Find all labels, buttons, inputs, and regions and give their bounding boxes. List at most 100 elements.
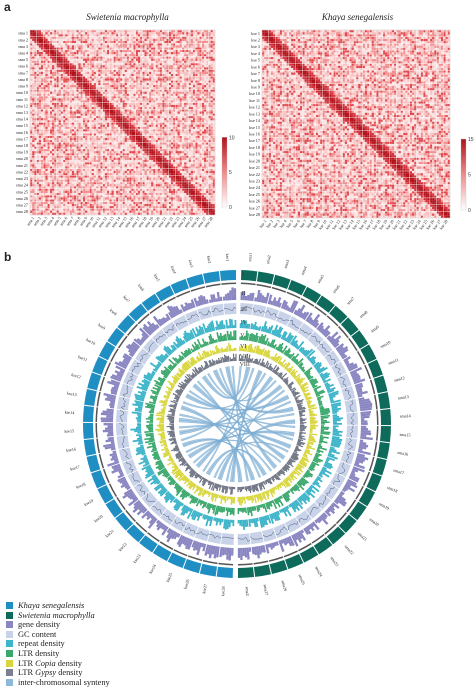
heatmap-cell (30, 131, 33, 134)
heatmap-cell (54, 67, 57, 70)
heatmap-cell (47, 56, 50, 59)
heatmap-cell (85, 133, 88, 136)
heatmap-cell (58, 155, 61, 158)
heatmap-cell (184, 155, 187, 158)
heatmap-cell (60, 115, 64, 119)
heatmap-cell (89, 177, 92, 180)
heatmap-cell (184, 63, 187, 66)
heatmap-cell (184, 184, 187, 187)
heatmap-cell (60, 58, 64, 61)
heatmap-cell (186, 133, 189, 136)
heatmap-cell (175, 89, 178, 92)
heatmap-cell (157, 32, 160, 35)
heatmap-cell (168, 129, 171, 132)
heatmap-cell (201, 107, 204, 110)
heatmap-cell (85, 32, 88, 35)
heatmap-cell (124, 190, 127, 193)
heatmap-cell (133, 122, 136, 125)
heatmap-cell (118, 45, 121, 48)
heatmap-cell (195, 137, 198, 141)
heatmap-cell (135, 76, 138, 79)
heatmap-cell (107, 151, 110, 154)
heatmap-cell (107, 175, 110, 178)
heatmap-cell (137, 96, 141, 99)
heatmap-cell (113, 118, 116, 121)
heatmap-cell (131, 197, 134, 200)
heatmap-cell (201, 126, 204, 130)
heatmap-cell (85, 85, 88, 88)
heatmap-cell (190, 34, 193, 37)
heatmap-cell (67, 102, 70, 105)
heatmap-cell (60, 162, 64, 165)
heatmap-cell (54, 102, 57, 105)
heatmap-cell (100, 157, 103, 160)
heatmap-cell (166, 63, 169, 66)
heatmap-cell (36, 142, 39, 145)
heatmap-cell (67, 54, 70, 57)
heatmap-cell (109, 30, 112, 33)
heatmap-cell (47, 69, 50, 72)
heatmap-cell (175, 52, 178, 55)
heatmap-cell (137, 201, 141, 204)
heatmap-cell (115, 89, 119, 92)
heatmap-cell (36, 30, 39, 33)
heatmap-cell (93, 197, 97, 200)
heatmap-cell (197, 208, 200, 211)
heatmap-cell (184, 166, 187, 169)
heatmap-cell (131, 115, 134, 119)
heatmap-cell (43, 131, 46, 134)
heatmap-cell (115, 203, 119, 207)
heatmap-cell (148, 124, 152, 127)
heatmap-cell (85, 98, 88, 101)
heatmap-cell (41, 74, 44, 77)
heatmap-cell (100, 102, 103, 105)
heatmap-cell (197, 166, 200, 169)
heatmap-cell (102, 43, 105, 46)
heatmap-cell (109, 162, 112, 165)
heatmap-cell (32, 30, 35, 33)
heatmap-cell (151, 38, 154, 42)
heatmap-cell (188, 63, 191, 66)
heatmap-cell (69, 109, 72, 112)
heatmap-cell (69, 142, 72, 145)
heatmap-cell (159, 157, 163, 160)
heatmap-cell (78, 124, 81, 127)
heatmap-cell (47, 208, 50, 211)
heatmap-cell (197, 190, 200, 193)
heatmap-cell (170, 93, 174, 97)
heatmap-cell (177, 93, 180, 97)
heatmap-cell (203, 32, 207, 35)
heatmap-cell (142, 30, 145, 33)
heatmap-cell (140, 87, 143, 90)
heatmap-cell (146, 188, 149, 191)
heatmap-cell (60, 201, 64, 204)
heatmap-cell (162, 166, 165, 169)
heatmap-cell (113, 93, 116, 97)
heatmap-cell (91, 210, 94, 213)
heatmap-cell (65, 208, 68, 211)
heatmap-cell (188, 173, 191, 176)
heatmap-cell (45, 38, 48, 42)
heatmap-cell (102, 41, 105, 44)
heatmap-cell (179, 159, 182, 163)
heatmap-cell (52, 32, 55, 35)
heatmap-cell (133, 49, 136, 53)
heatmap-cell (49, 133, 53, 136)
heatmap-cell (142, 195, 145, 198)
heatmap-cell (173, 129, 176, 132)
heatmap-cell (129, 129, 132, 132)
heatmap-cell (162, 65, 165, 68)
heatmap-cell (87, 190, 90, 193)
heatmap-cell (76, 184, 79, 187)
heatmap-cell (34, 197, 37, 200)
heatmap-cell (80, 63, 83, 66)
heatmap-cell (144, 157, 147, 160)
heatmap-cell (140, 148, 143, 152)
heatmap-cell (58, 34, 61, 37)
heatmap-cell (181, 56, 185, 59)
heatmap-cell (80, 69, 83, 72)
heatmap-cell (157, 30, 160, 33)
heatmap-cell (76, 49, 79, 53)
heatmap-cell (69, 63, 72, 66)
heatmap-cell (85, 120, 88, 123)
